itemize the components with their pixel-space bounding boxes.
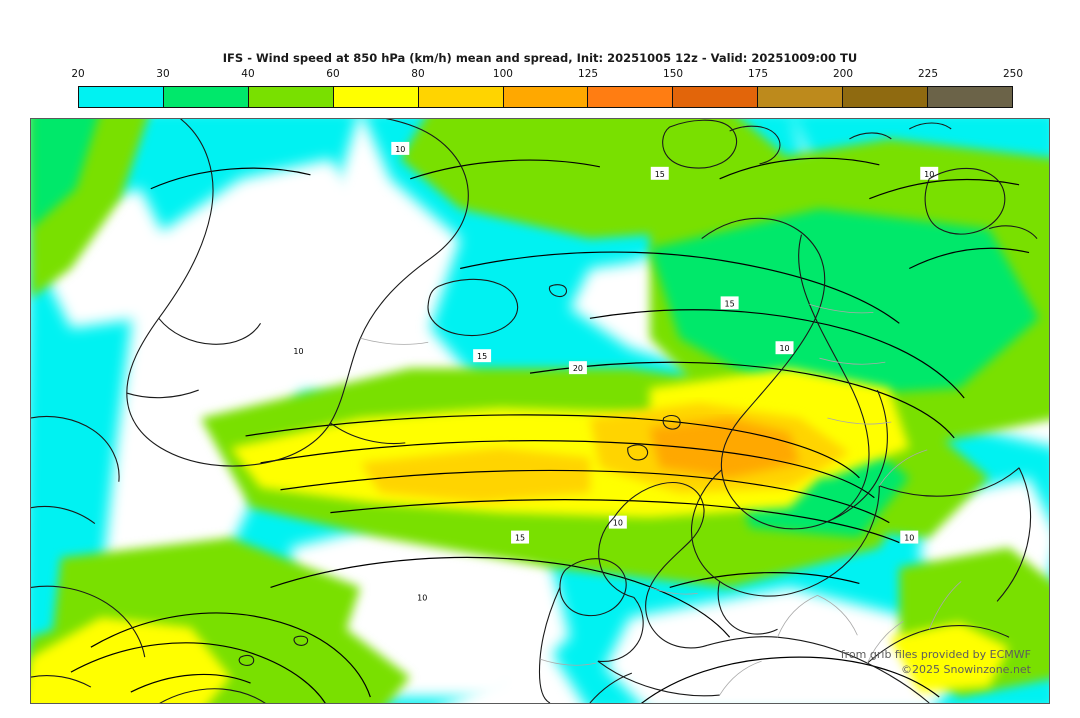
colorbar-segment-100-125 — [503, 87, 589, 107]
colorbar-segment-60-80 — [333, 87, 419, 107]
wind-speed-field: 10 15 20 15 — [31, 119, 1049, 703]
colorbar-segment-20-30 — [79, 87, 164, 107]
field-orange-100 — [649, 417, 800, 478]
svg-text:10: 10 — [779, 344, 789, 353]
colorbar-tick-100: 100 — [492, 68, 513, 80]
coastlines — [31, 119, 1038, 703]
colorbar-tick-labels: 20 30 40 60 80 100 125 150 175 200 225 250 — [71, 68, 1023, 84]
spread-contours — [70, 157, 1030, 703]
colorbar-tick-40: 40 — [241, 68, 255, 80]
svg-text:10: 10 — [613, 519, 623, 528]
colorbar-tick-20: 20 — [71, 68, 85, 80]
colorbar-tick-200: 200 — [832, 68, 854, 80]
svg-text:15: 15 — [655, 170, 665, 179]
colorbar-tick-250: 250 — [1002, 68, 1024, 80]
colorbar-tick-225: 225 — [917, 68, 939, 80]
contour-labels: 10 15 20 15 — [289, 141, 939, 604]
colorbar-tick-60: 60 — [326, 68, 340, 80]
colorbar-gradient — [78, 86, 1013, 108]
colorbar-segment-30-40 — [163, 87, 249, 107]
colorbar-segment-125-150 — [588, 87, 674, 107]
colorbar-tick-125: 125 — [578, 68, 599, 80]
svg-text:10: 10 — [395, 145, 405, 154]
colorbar-tick-80: 80 — [411, 68, 425, 80]
colorbar-tick-30: 30 — [156, 68, 170, 80]
map-canvas[interactable]: 10 15 20 15 — [30, 118, 1050, 704]
svg-text:10: 10 — [417, 593, 427, 602]
svg-text:15: 15 — [477, 352, 487, 361]
colorbar-segment-175-200 — [758, 87, 844, 107]
colorbar-segment-150-175 — [673, 87, 759, 107]
svg-text:15: 15 — [515, 534, 525, 543]
colorbar-tick-150: 150 — [663, 68, 684, 80]
country-borders — [360, 303, 962, 696]
colorbar-segment-225-250 — [928, 87, 1012, 107]
colorbar-segment-200-225 — [843, 87, 929, 107]
colorbar-segment-40-60 — [248, 87, 334, 107]
svg-text:15: 15 — [725, 299, 735, 308]
colorbar: 20 30 40 60 80 100 125 150 175 200 225 250 — [71, 68, 1023, 108]
svg-text:10: 10 — [924, 170, 934, 179]
colorbar-segment-80-100 — [418, 87, 504, 107]
colorbar-tick-175: 175 — [747, 68, 769, 80]
svg-text:20: 20 — [573, 364, 583, 373]
svg-text:10: 10 — [904, 534, 914, 543]
svg-text:10: 10 — [293, 347, 303, 356]
page-title: IFS - Wind speed at 850 hPa (km/h) mean … — [222, 51, 858, 65]
